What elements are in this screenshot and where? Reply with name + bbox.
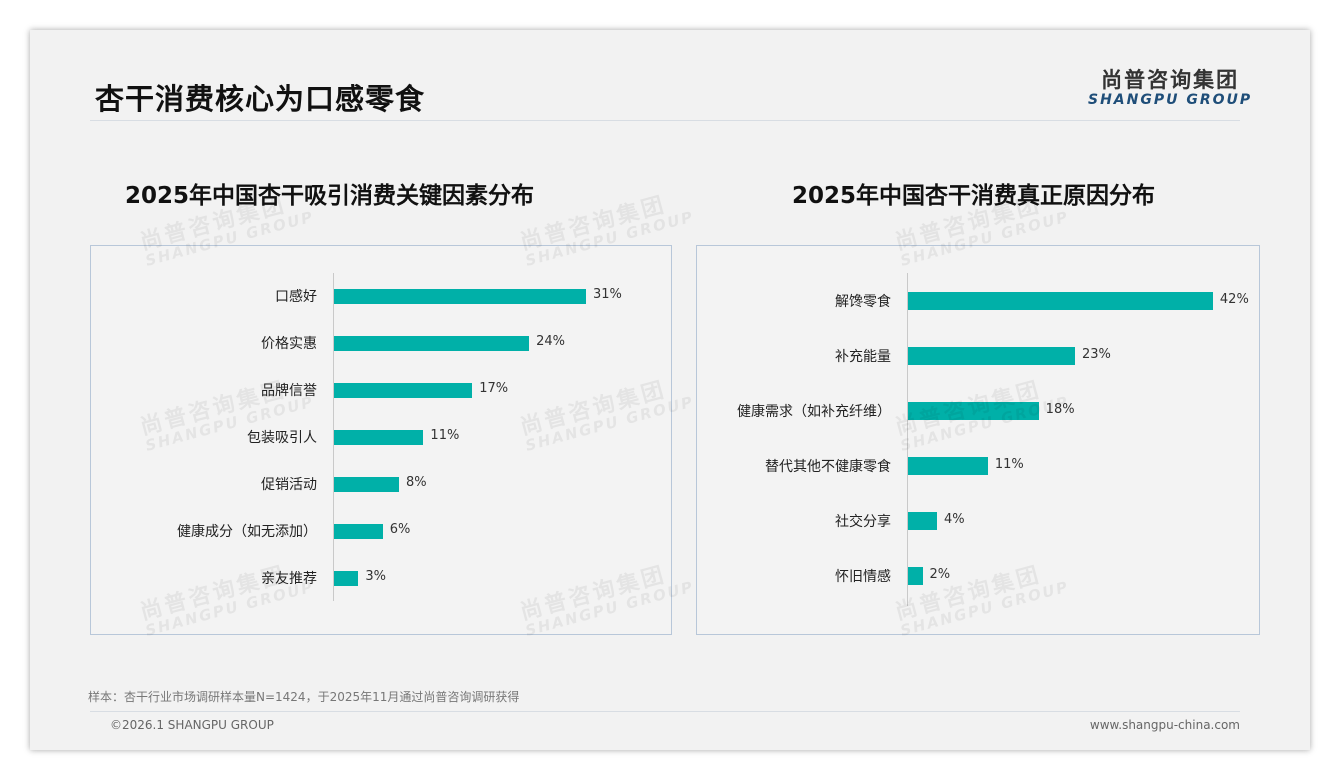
chart-title-right: 2025年中国杏干消费真正原因分布 xyxy=(792,183,1156,209)
bar xyxy=(334,476,400,492)
slide: 杏干消费核心为口感零食 尚普咨询集团 SHANGPU GROUP 2025年中国… xyxy=(30,30,1310,750)
chart-right: 解馋零食 42% 补充能量 23% 健康需求（如补充纤维） 18% 替代其他不健康零食 11%… xyxy=(696,245,1260,635)
chart-title-left: 2025年中国杏干吸引消费关键因素分布 xyxy=(125,183,535,209)
bar xyxy=(334,288,587,304)
bar xyxy=(334,523,383,539)
footer-divider xyxy=(90,711,1240,712)
website[interactable]: www.shangpu-china.com xyxy=(1089,718,1240,732)
bar xyxy=(908,292,1213,310)
data-label: 2% xyxy=(929,567,951,582)
data-label: 8% xyxy=(406,475,427,490)
data-label: 24% xyxy=(536,334,566,349)
bar xyxy=(908,347,1075,365)
category-label: 健康需求（如补充纤维） xyxy=(737,404,891,420)
y-axis-line xyxy=(333,273,334,601)
copyright: ©2026.1 SHANGPU GROUP xyxy=(110,718,274,732)
category-label: 包装吸引人 xyxy=(247,430,317,446)
category-label: 健康成分（如无添加） xyxy=(177,524,317,540)
category-label: 怀旧情感 xyxy=(835,569,891,585)
bar xyxy=(334,382,473,398)
category-label: 替代其他不健康零食 xyxy=(765,459,891,475)
bar xyxy=(334,429,424,445)
bar xyxy=(908,402,1039,420)
bar xyxy=(334,570,359,586)
category-label: 促销活动 xyxy=(261,477,317,493)
category-label: 社交分享 xyxy=(835,514,891,530)
sample-note: 样本：杏干行业市场调研样本量N=1424，于2025年11月通过尚普咨询调研获得 xyxy=(88,690,520,704)
data-label: 3% xyxy=(365,569,386,584)
logo-en: SHANGPU GROUP xyxy=(1088,92,1253,108)
category-label: 口感好 xyxy=(275,289,317,305)
data-label: 31% xyxy=(593,287,622,302)
data-label: 23% xyxy=(1081,347,1111,362)
bar xyxy=(334,335,530,351)
data-label: 11% xyxy=(994,457,1024,472)
category-label: 解馋零食 xyxy=(835,294,891,310)
data-label: 11% xyxy=(430,428,460,443)
category-label: 亲友推荐 xyxy=(261,571,317,587)
data-label: 17% xyxy=(479,381,509,396)
y-axis-line xyxy=(907,273,908,606)
category-label: 价格实惠 xyxy=(261,336,317,352)
data-label: 6% xyxy=(389,522,411,537)
header-divider xyxy=(90,120,1240,121)
page-title: 杏干消费核心为口感零食 xyxy=(95,82,426,116)
data-label: 42% xyxy=(1219,292,1249,307)
chart-left: 口感好 31% 价格实惠 24% 品牌信誉 17% 包装吸引人 11% 促销活动 8% 健康成分（如… xyxy=(90,245,672,635)
category-label: 品牌信誉 xyxy=(261,383,317,399)
bar xyxy=(908,567,923,585)
bar xyxy=(908,457,988,475)
logo: 尚普咨询集团 SHANGPU GROUP xyxy=(1088,64,1252,108)
data-label: 4% xyxy=(944,512,965,527)
category-label: 补充能量 xyxy=(835,349,891,365)
data-label: 18% xyxy=(1045,402,1075,417)
bar xyxy=(908,512,938,530)
logo-cn: 尚普咨询集团 xyxy=(1101,68,1240,92)
